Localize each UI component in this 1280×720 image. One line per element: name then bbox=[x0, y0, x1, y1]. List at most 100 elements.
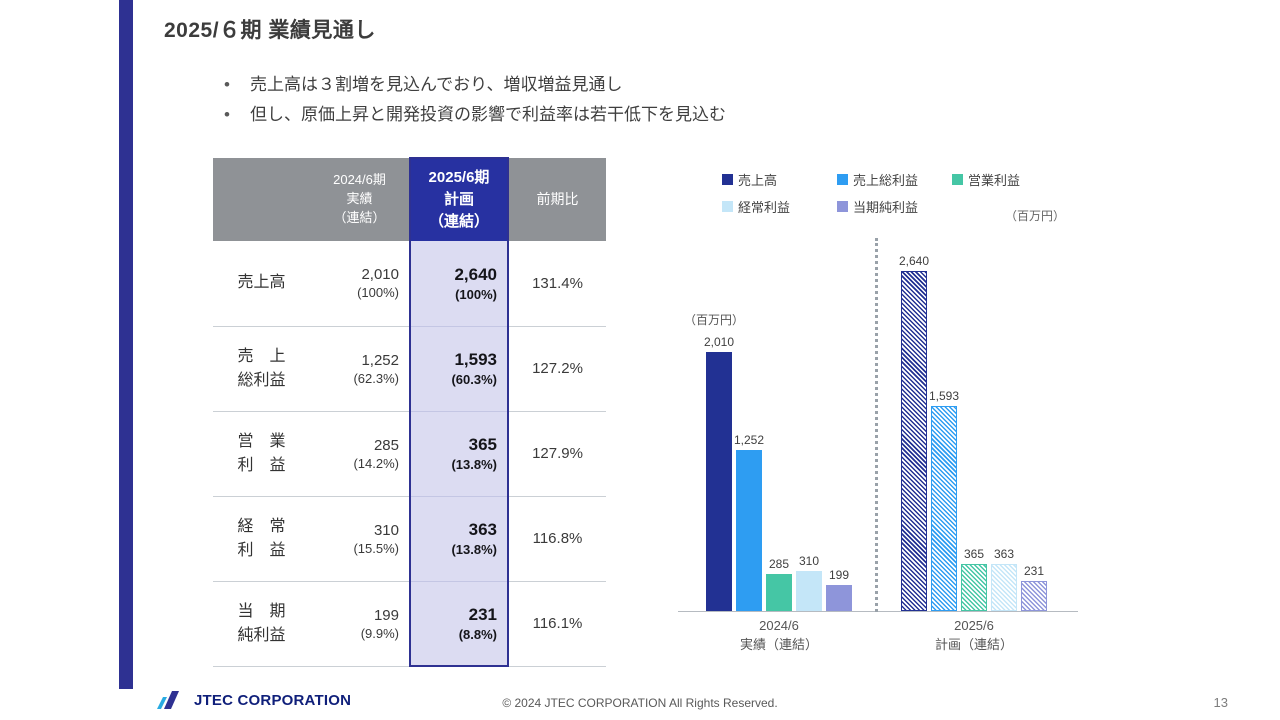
bar bbox=[796, 571, 822, 611]
row-label: 当 期 純利益 bbox=[213, 581, 310, 667]
copyright: © 2024 JTEC CORPORATION All Rights Reser… bbox=[502, 696, 778, 710]
bar-slot: 1,252 bbox=[733, 433, 765, 611]
actual-cell: 285 (14.2%) bbox=[310, 411, 410, 497]
legend-swatch bbox=[837, 201, 848, 212]
table-row: 売上高 2,010 (100%) 2,640 (100%) 131.4% bbox=[213, 241, 606, 327]
bar bbox=[1021, 581, 1047, 611]
plot-unit-label: （百万円） bbox=[684, 313, 745, 327]
actual-cell: 199 (9.9%) bbox=[310, 581, 410, 667]
bar-slot: 285 bbox=[766, 557, 792, 611]
row-label: 売 上 総利益 bbox=[213, 326, 310, 412]
group-sublabel: 計画（連結） bbox=[934, 637, 1013, 652]
legend-item: 売上総利益 bbox=[837, 166, 952, 193]
bar-slot: 363 bbox=[991, 547, 1017, 611]
table-row: 営 業 利 益 285 (14.2%) 365 (13.8%) 127.9% bbox=[213, 411, 606, 497]
page-number: 13 bbox=[1213, 695, 1228, 710]
bar-value-label: 365 bbox=[963, 547, 985, 561]
bar-value-label: 2,010 bbox=[703, 335, 735, 349]
bar-value-label: 285 bbox=[768, 557, 790, 571]
yoy-cell: 131.4% bbox=[508, 241, 606, 327]
legend-label: 売上高 bbox=[738, 173, 778, 188]
yoy-cell: 127.9% bbox=[508, 411, 606, 497]
row-label: 経 常 利 益 bbox=[213, 496, 310, 582]
summary-table-body: 売上高 2,010 (100%) 2,640 (100%) 131.4% 売 上 総利益 1,… bbox=[213, 241, 606, 667]
bar-value-label: 363 bbox=[993, 547, 1015, 561]
summary-table: 2024/6期 実績 （連結） 2025/6期 計画 （連結） 前期比 売上高 2… bbox=[213, 157, 606, 667]
actual-ratio: (100%) bbox=[357, 285, 399, 301]
legend-unit-label: （百万円） bbox=[1004, 209, 1065, 223]
yoy-cell: 116.8% bbox=[508, 496, 606, 582]
actual-cell: 2,010 (100%) bbox=[310, 241, 410, 327]
plan-ratio: (13.8%) bbox=[451, 457, 497, 472]
actual-ratio: (14.2%) bbox=[353, 455, 399, 471]
legend-swatch bbox=[722, 174, 733, 185]
bar bbox=[736, 450, 762, 611]
accent-bar bbox=[119, 0, 133, 689]
bar-value-label: 1,252 bbox=[733, 433, 765, 447]
group-label: 2024/6 bbox=[759, 618, 799, 633]
bar bbox=[931, 406, 957, 611]
bar-slot: 310 bbox=[796, 554, 822, 611]
page-title: 2025/６期 業績見通し bbox=[164, 19, 376, 42]
table-row: 経 常 利 益 310 (15.5%) 363 (13.8%) 116.8% bbox=[213, 496, 606, 582]
plan-cell: 1,593 (60.3%) bbox=[409, 326, 509, 412]
bar-value-label: 199 bbox=[828, 568, 850, 582]
bar-slot: 1,593 bbox=[928, 389, 960, 611]
plan-ratio: (60.3%) bbox=[451, 372, 497, 387]
legend-label: 売上総利益 bbox=[853, 173, 919, 188]
bar-chart: 2,010 1,252 285 310 199 2,640 1,593 365 363 231 bbox=[678, 238, 1078, 612]
bar-slot: 231 bbox=[1021, 564, 1047, 611]
bar-value-label: 310 bbox=[798, 554, 820, 568]
plan-cell: 365 (13.8%) bbox=[409, 411, 509, 497]
bar-value-label: 231 bbox=[1023, 564, 1045, 578]
plan-cell: 363 (13.8%) bbox=[409, 496, 509, 582]
chart-legend: 売上高 売上総利益 営業利益経常利益 当期純利益 bbox=[722, 166, 1070, 220]
actual-ratio: (9.9%) bbox=[360, 625, 399, 641]
legend-label: 経常利益 bbox=[738, 200, 791, 215]
bar bbox=[826, 585, 852, 611]
logo-text: JTEC CORPORATION bbox=[194, 691, 352, 709]
bar bbox=[706, 352, 732, 611]
plan-cell: 231 (8.8%) bbox=[409, 581, 509, 667]
legend-item: 経常利益 bbox=[722, 193, 837, 220]
yoy-column-header: 前期比 bbox=[508, 158, 606, 241]
yoy-cell: 116.1% bbox=[508, 581, 606, 667]
bar-slot: 2,010 bbox=[703, 335, 735, 611]
logo-icon bbox=[157, 691, 179, 709]
table-header-row: 2024/6期 実績 （連結） 2025/6期 計画 （連結） 前期比 bbox=[213, 157, 606, 241]
plan-ratio: (13.8%) bbox=[451, 542, 497, 557]
bar-slot: 199 bbox=[826, 568, 852, 611]
bullet-item: 売上高は３割増を見込んでおり、増収増益見通し bbox=[222, 70, 726, 100]
legend-item: 売上高 bbox=[722, 166, 837, 193]
group-divider-line bbox=[875, 238, 878, 612]
plan-cell: 2,640 (100%) bbox=[409, 241, 509, 327]
bar bbox=[766, 574, 792, 611]
yoy-cell: 127.2% bbox=[508, 326, 606, 412]
bar bbox=[901, 271, 927, 611]
bar bbox=[991, 564, 1017, 611]
bar-value-label: 1,593 bbox=[928, 389, 960, 403]
bar-group-0: 2,010 1,252 285 310 199 bbox=[704, 335, 854, 611]
actual-ratio: (15.5%) bbox=[353, 540, 399, 556]
actual-cell: 310 (15.5%) bbox=[310, 496, 410, 582]
legend-swatch bbox=[837, 174, 848, 185]
company-logo: JTEC CORPORATION bbox=[157, 691, 351, 709]
legend-swatch bbox=[952, 174, 963, 185]
table-row: 売 上 総利益 1,252 (62.3%) 1,593 (60.3%) 127.2% bbox=[213, 326, 606, 412]
table-row: 当 期 純利益 199 (9.9%) 231 (8.8%) 116.1% bbox=[213, 581, 606, 667]
bar bbox=[961, 564, 987, 611]
bar-value-label: 2,640 bbox=[898, 254, 930, 268]
plan-column-header: 2025/6期 計画 （連結） bbox=[409, 157, 509, 241]
plan-ratio: (8.8%) bbox=[458, 626, 497, 642]
bar-slot: 365 bbox=[961, 547, 987, 611]
group-sublabel: 実績（連結） bbox=[739, 637, 818, 652]
legend-item: 営業利益 bbox=[952, 166, 1067, 193]
x-label-1: 2025/6 計画（連結） bbox=[894, 616, 1054, 654]
legend-label: 当期純利益 bbox=[853, 200, 919, 215]
corner-header bbox=[213, 158, 310, 241]
bullet-list: 売上高は３割増を見込んでおり、増収増益見通し但し、原価上昇と開発投資の影響で利益… bbox=[222, 70, 726, 130]
bar-group-1: 2,640 1,593 365 363 231 bbox=[899, 254, 1049, 611]
group-label: 2025/6 bbox=[954, 618, 994, 633]
bullet-item: 但し、原価上昇と開発投資の影響で利益率は若干低下を見込む bbox=[222, 100, 726, 130]
